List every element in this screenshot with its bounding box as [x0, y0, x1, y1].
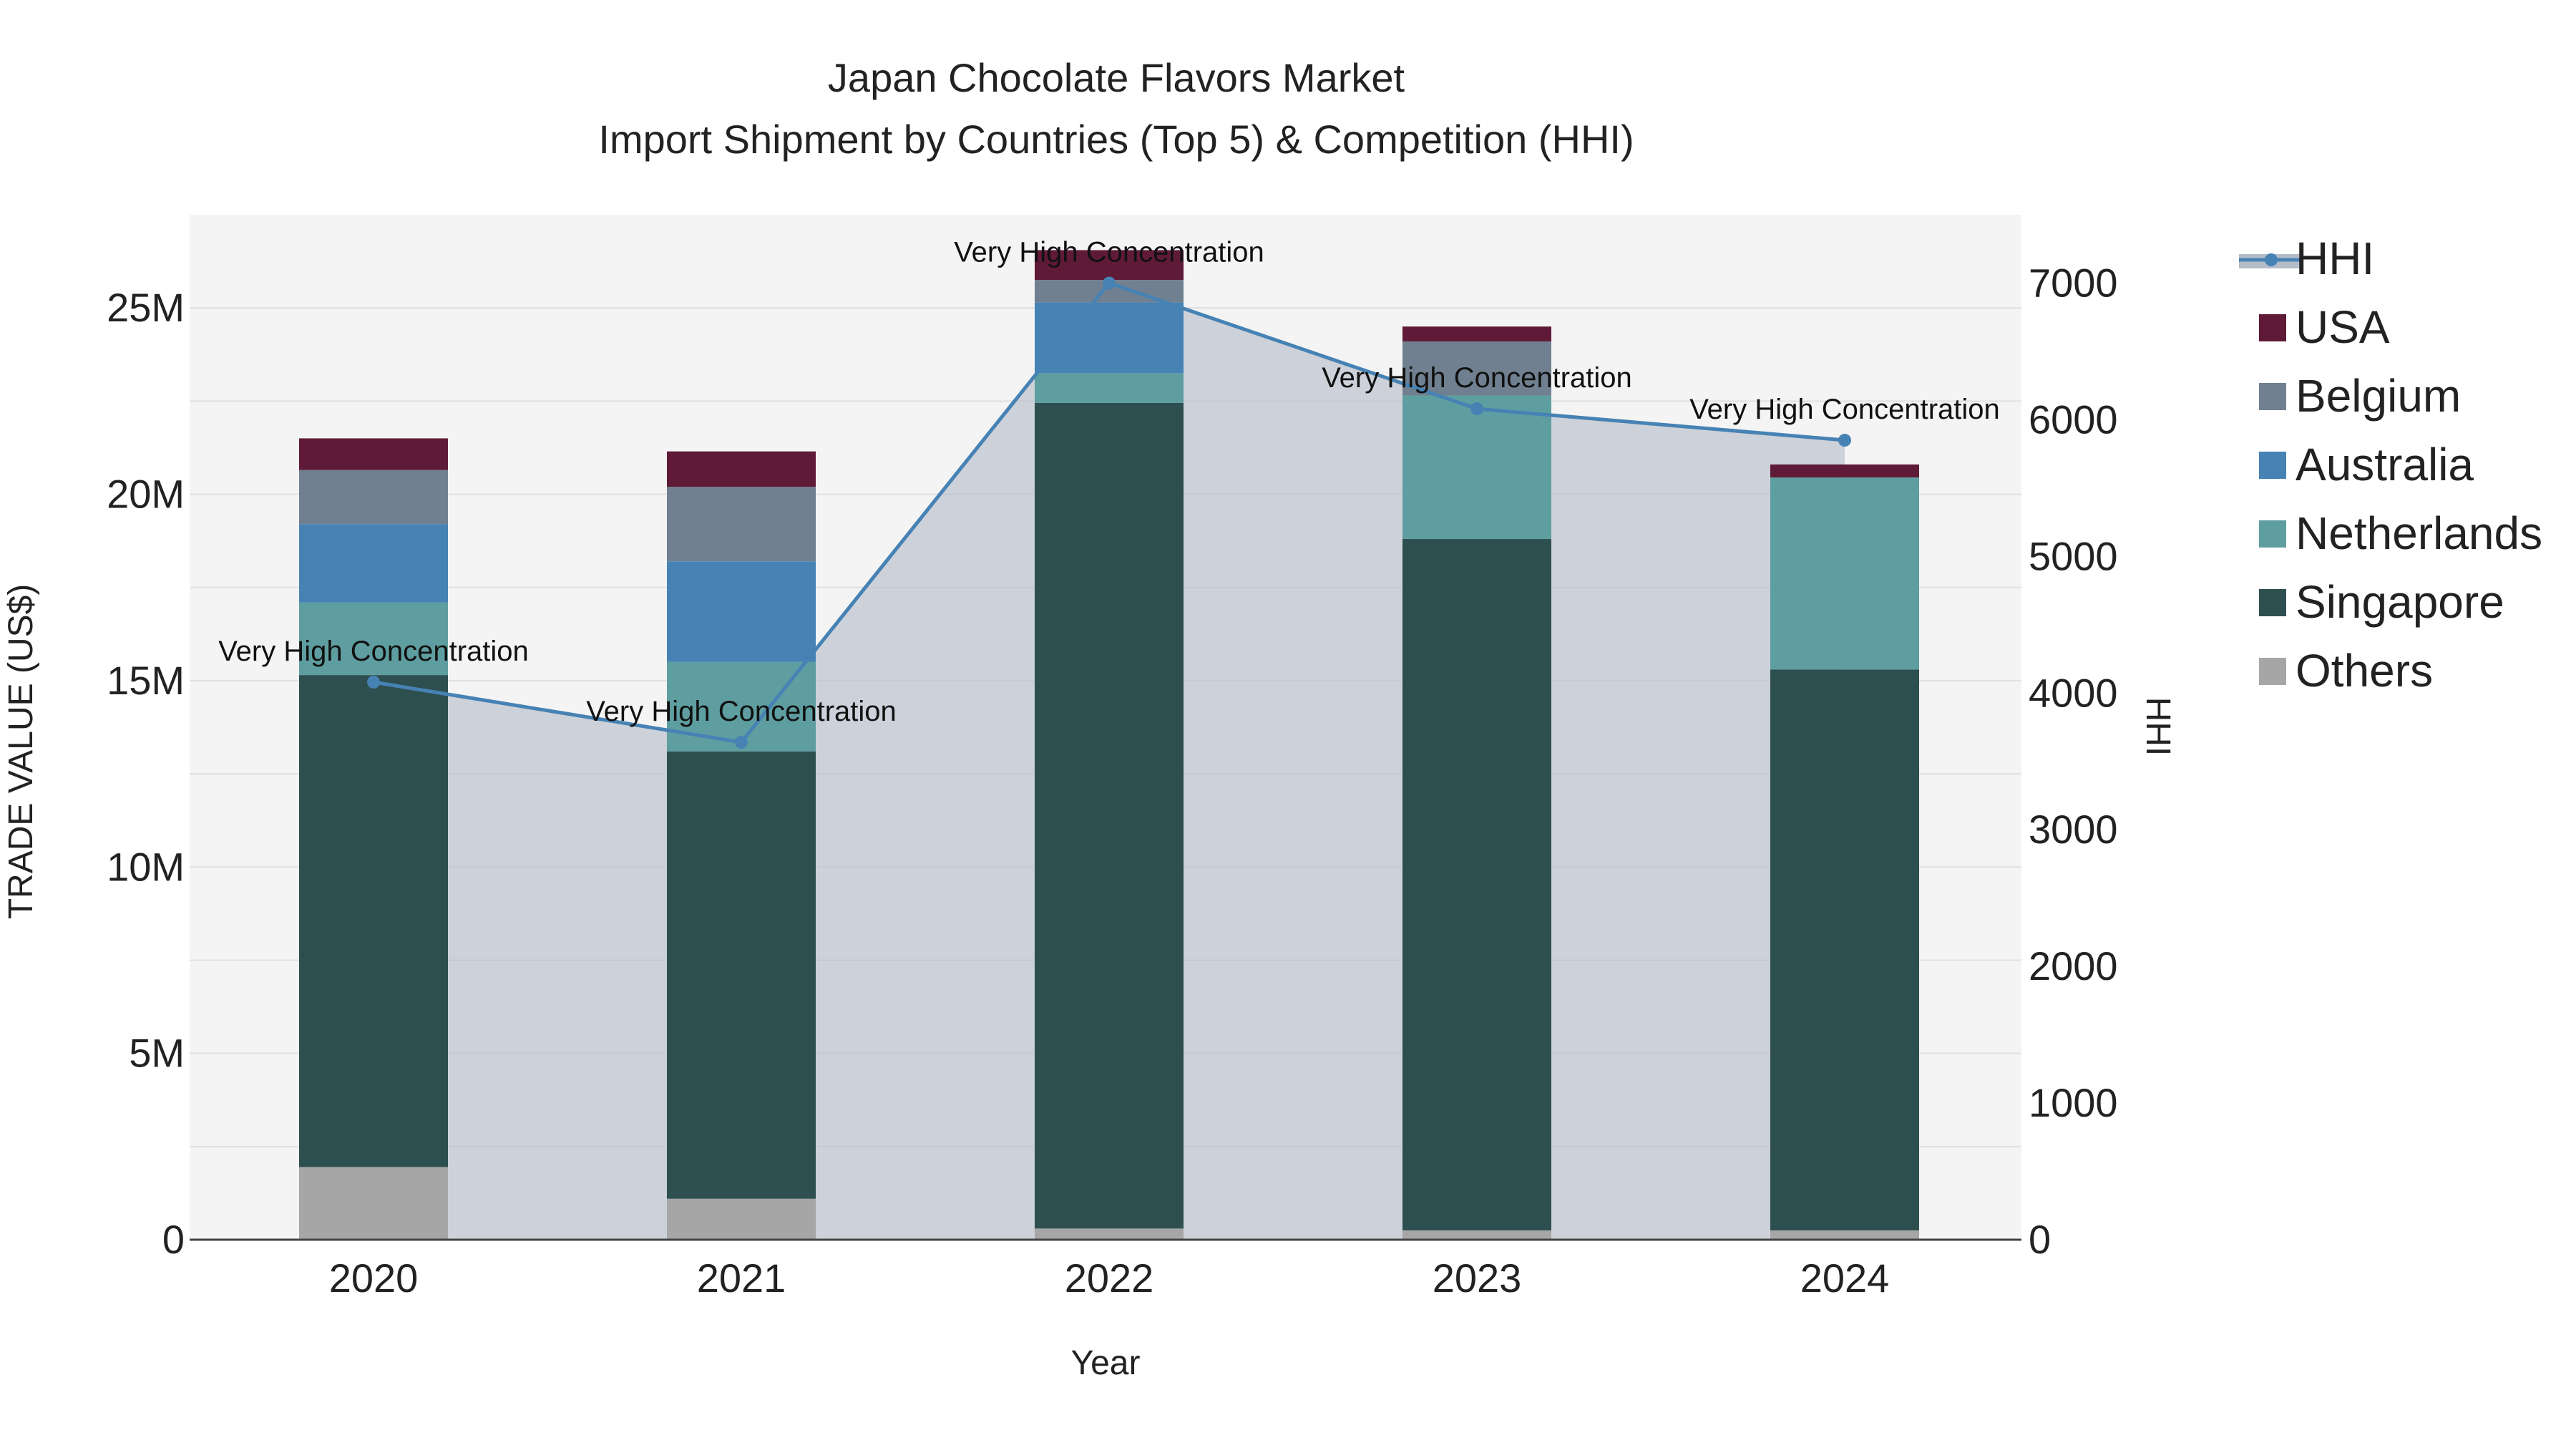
bar-usa-2020	[299, 438, 448, 470]
hhi-annotation: Very High Concentration	[1322, 362, 1632, 394]
x-tick-label: 2020	[329, 1255, 419, 1301]
legend-label-belgium: Belgium	[2296, 370, 2461, 422]
y-tick-label: 15M	[107, 658, 185, 703]
y-tick-label: 25M	[107, 285, 185, 330]
hhi-annotation: Very High Concentration	[1689, 394, 2000, 425]
bar-netherlands-2024	[1770, 477, 1919, 670]
bar-australia-2021	[667, 561, 816, 662]
legend-label-others: Others	[2296, 645, 2433, 696]
y2-axis-ticks: 0 1000 2000 3000 4000 5000 6000 7000	[2029, 260, 2118, 1262]
chart-title: Japan Chocolate Flavors Market	[828, 55, 1405, 100]
bars-layer	[299, 250, 1919, 1240]
bar-netherlands-2023	[1402, 395, 1551, 540]
y-tick-label: 5M	[129, 1031, 185, 1076]
y-axis-ticks: 0 5M 10M 15M 20M 25M	[107, 285, 185, 1262]
hhi-point-2022	[1103, 276, 1116, 290]
y-tick-label: 10M	[107, 844, 185, 889]
bar-belgium-2020	[299, 470, 448, 525]
x-tick-label: 2023	[1433, 1255, 1522, 1301]
y2-tick-label: 1000	[2029, 1080, 2118, 1125]
legend-label-usa: USA	[2296, 301, 2390, 353]
bar-singapore-2023	[1402, 539, 1551, 1230]
bar-usa-2022	[1035, 250, 1184, 281]
bar-usa-2021	[667, 451, 816, 487]
bar-belgium-2021	[667, 487, 816, 562]
bar-netherlands-2020	[299, 602, 448, 676]
hhi-line-layer	[367, 276, 1851, 749]
legend-swatch-hhi-marker	[2265, 253, 2278, 266]
legend-label-hhi: HHI	[2296, 233, 2374, 284]
bar-singapore-2021	[667, 751, 816, 1199]
x-tick-label: 2022	[1065, 1255, 1154, 1301]
y2-tick-label: 0	[2029, 1217, 2051, 1262]
legend-label-australia: Australia	[2296, 439, 2474, 490]
y-tick-label: 20M	[107, 472, 185, 517]
bar-usa-2024	[1770, 464, 1919, 478]
y-tick-label: 0	[162, 1217, 185, 1262]
legend-swatch-belgium	[2259, 383, 2286, 410]
y2-tick-label: 4000	[2029, 670, 2118, 715]
y2-tick-label: 6000	[2029, 397, 2118, 442]
bar-australia-2022	[1035, 302, 1184, 374]
y2-tick-label: 7000	[2029, 260, 2118, 305]
legend-swatch-netherlands	[2259, 520, 2286, 548]
bar-singapore-2020	[299, 675, 448, 1167]
x-tick-label: 2021	[697, 1255, 786, 1301]
y2-tick-label: 2000	[2029, 943, 2118, 988]
bar-others-2022	[1035, 1228, 1184, 1240]
hhi-annotation: Very High Concentration	[954, 236, 1264, 268]
bar-australia-2020	[299, 524, 448, 603]
x-tick-label: 2024	[1800, 1255, 1890, 1301]
bar-others-2023	[1402, 1230, 1551, 1240]
legend-swatch-singapore	[2259, 589, 2286, 616]
bar-netherlands-2022	[1035, 373, 1184, 403]
bar-singapore-2024	[1770, 669, 1919, 1230]
hhi-point-2024	[1838, 434, 1851, 447]
hhi-point-2020	[367, 675, 380, 689]
bar-others-2024	[1770, 1230, 1919, 1240]
bar-singapore-2022	[1035, 402, 1184, 1229]
y2-axis-label: HHI	[2139, 697, 2177, 757]
legend-swatch-others	[2259, 658, 2286, 685]
legend-label-netherlands: Netherlands	[2296, 507, 2542, 559]
legend-label-singapore: Singapore	[2296, 576, 2504, 628]
legend-swatch-australia	[2259, 452, 2286, 479]
bar-others-2021	[667, 1198, 816, 1240]
x-axis-ticks: 2020 2021 2022 2023 2024	[329, 1255, 1890, 1301]
x-axis-label: Year	[1071, 1344, 1141, 1382]
hhi-annotation: Very High Concentration	[586, 696, 897, 727]
hhi-point-2021	[735, 736, 748, 749]
legend: HHI USA Belgium Australia Netherlands Singapo…	[2239, 233, 2542, 696]
bar-belgium-2023	[1402, 341, 1551, 396]
y-axis-label: TRADE VALUE (US$)	[2, 584, 40, 920]
hhi-point-2023	[1470, 402, 1483, 416]
hhi-annotation: Very High Concentration	[218, 636, 529, 667]
annotations-layer: Very High Concentration Very High Concent…	[218, 236, 2000, 727]
chart-subtitle: Import Shipment by Countries (Top 5) & C…	[598, 117, 1634, 162]
y2-tick-label: 5000	[2029, 533, 2118, 578]
legend-swatch-usa	[2259, 314, 2286, 341]
bar-usa-2023	[1402, 326, 1551, 342]
bar-others-2020	[299, 1167, 448, 1240]
y2-tick-label: 3000	[2029, 807, 2118, 852]
